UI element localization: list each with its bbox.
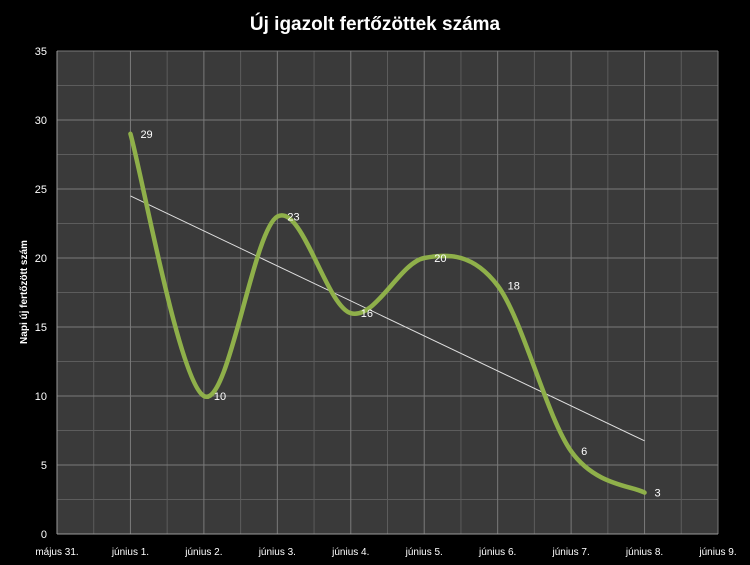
data-label: 20 (434, 253, 446, 265)
y-tick-label: 25 (35, 184, 47, 196)
y-tick-label: 15 (35, 322, 47, 334)
data-point (422, 256, 426, 260)
data-label: 23 (287, 212, 299, 224)
y-tick-label: 0 (41, 529, 47, 541)
x-tick-label: június 4. (331, 547, 369, 558)
data-point (496, 284, 500, 288)
x-tick-label: június 8. (625, 547, 663, 558)
data-point (569, 449, 573, 453)
data-label: 3 (655, 488, 661, 500)
data-point (128, 132, 132, 136)
data-point (275, 215, 279, 219)
x-tick-label: június 3. (258, 547, 296, 558)
data-label: 6 (581, 446, 587, 458)
y-tick-label: 10 (35, 391, 47, 403)
x-tick-label: június 2. (184, 547, 222, 558)
x-tick-label: június 1. (111, 547, 149, 558)
y-axis-label: Napi új fertőzött szám (19, 240, 30, 344)
y-tick-label: 35 (35, 46, 47, 58)
y-tick-label: 5 (41, 460, 47, 472)
y-tick-label: 30 (35, 115, 47, 127)
data-label: 18 (508, 281, 520, 293)
data-label: 29 (140, 129, 152, 141)
data-label: 16 (361, 308, 373, 320)
x-tick-label: június 5. (405, 547, 443, 558)
x-tick-label: június 9. (698, 547, 736, 558)
x-tick-label: június 6. (478, 547, 516, 558)
data-point (202, 394, 206, 398)
x-tick-label: május 31. (35, 547, 78, 558)
x-tick-label: június 7. (551, 547, 589, 558)
plot-area: 0 5 10 15 20 25 30 35 május 31. június 1. június 2… (35, 46, 737, 558)
series-line (128, 131, 647, 495)
chart-title: Új igazolt fertőzöttek száma (250, 13, 501, 35)
data-point (643, 491, 647, 495)
data-label: 10 (214, 391, 226, 403)
data-point (349, 311, 353, 315)
y-tick-label: 20 (35, 253, 47, 265)
trendline (130, 195, 645, 442)
